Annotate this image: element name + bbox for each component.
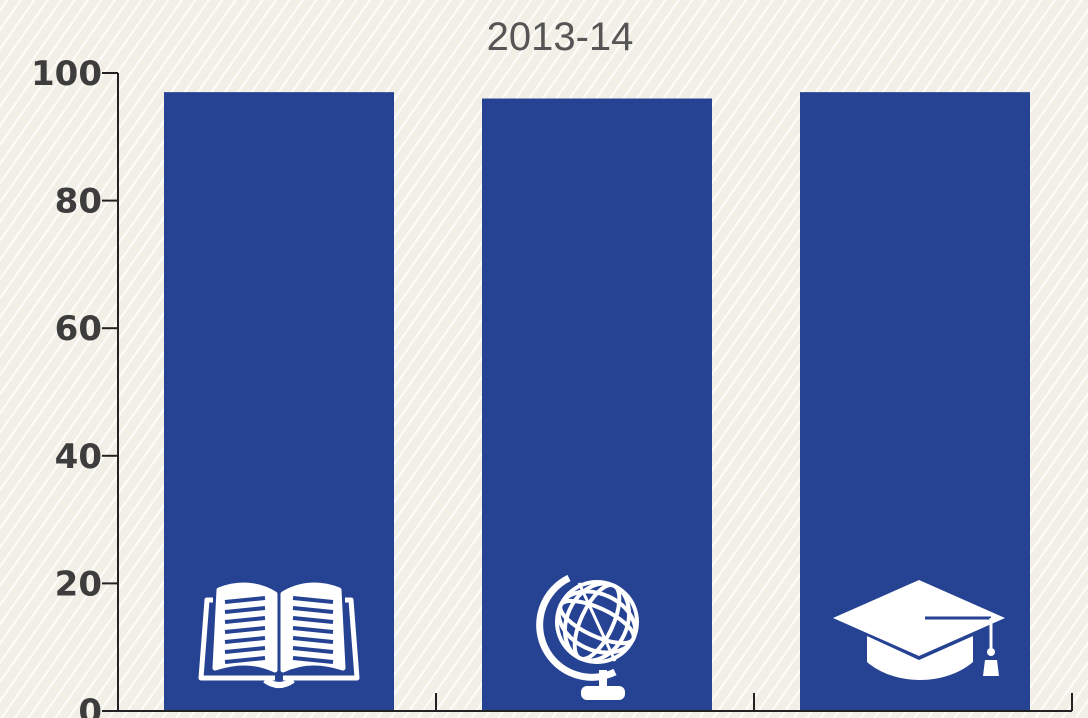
bar-3 [800,92,1030,711]
y-tick-label: 40 [55,437,102,477]
bar-2 [482,99,712,711]
y-tick-label: 0 [78,692,102,718]
y-tick-label: 20 [55,564,102,604]
bar-rect [164,92,394,711]
y-axis: 0 20 40 60 80 100 [31,54,118,718]
y-tick-label: 80 [55,182,102,222]
chart-title: 2013-14 [487,15,634,59]
bar-1 [164,92,394,711]
bars-group [164,92,1030,711]
y-tick-label: 60 [55,309,102,349]
y-tick-label: 100 [31,54,102,94]
